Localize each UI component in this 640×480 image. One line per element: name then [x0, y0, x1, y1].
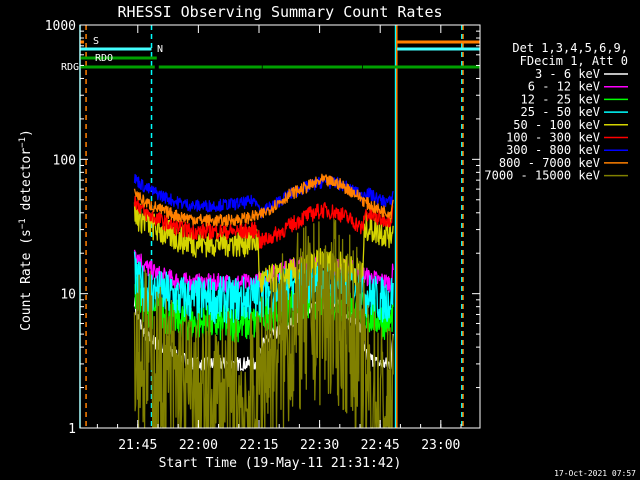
y-axis-label: Count Rate (s−1 detector−1) — [18, 129, 34, 331]
legend-label-2: 12 - 25 keV — [521, 92, 600, 106]
y-tick-label-1: 10 — [60, 288, 76, 303]
x-tick-label-2: 22:15 — [239, 438, 278, 453]
flag-label-rdg: RDG — [61, 62, 79, 73]
y-axis-label-sup2: −1 — [18, 137, 28, 148]
legend-header-1: Det 1,3,4,5,6,9, — [512, 41, 628, 55]
legend-label-0: 3 - 6 keV — [535, 67, 600, 81]
legend-label-4: 50 - 100 keV — [513, 118, 600, 132]
legend-label-6: 300 - 800 keV — [506, 143, 600, 157]
legend-label-1: 6 - 12 keV — [528, 80, 600, 94]
flag-label-s: S — [93, 36, 99, 47]
y-axis-label-sup1: −1 — [18, 218, 28, 229]
y-tick-label-2: 100 — [53, 153, 76, 168]
x-tick-label-5: 23:00 — [421, 438, 460, 453]
legend-header-2: FDecim 1, Att 0 — [520, 54, 628, 68]
series-line-5 — [133, 195, 394, 249]
y-tick-label-0: 1 — [68, 422, 76, 437]
axes-ticks: 21:45 22:00 22:15 22:30 22:45 23:00 1 10 100 1000 — [45, 19, 480, 453]
series-line-7 — [133, 173, 394, 227]
flag-label-rdo: RDO — [95, 53, 113, 64]
y-axis-label-mid: detector — [19, 148, 34, 219]
x-tick-label-4: 22:45 — [361, 438, 400, 453]
y-axis-label-main: Count Rate (s — [19, 229, 34, 331]
chart-title: RHESSI Observing Summary Count Rates — [117, 3, 442, 21]
y-tick-label-3: 1000 — [45, 19, 76, 34]
flag-labels: S N RDO RDG — [61, 36, 163, 73]
series-group — [133, 173, 394, 429]
x-tick-label-3: 22:30 — [300, 438, 339, 453]
timestamp: 17-Oct-2021 07:57 — [554, 469, 636, 478]
flag-label-n: N — [157, 44, 163, 55]
legend-label-8: 7000 - 15000 keV — [484, 169, 600, 183]
flag-bars — [80, 40, 480, 69]
x-axis-label: Start Time (19-May-11 21:31:42) — [159, 456, 402, 471]
x-tick-label-0: 21:45 — [118, 438, 157, 453]
series-line-8 — [133, 218, 394, 429]
legend-label-3: 25 - 50 keV — [521, 105, 600, 119]
legend-label-7: 800 - 7000 keV — [499, 156, 600, 170]
x-tick-label-1: 22:00 — [179, 438, 218, 453]
legend-label-5: 100 - 300 keV — [506, 131, 600, 145]
plot-frame — [79, 24, 481, 429]
y-axis-label-end: ) — [19, 129, 34, 137]
